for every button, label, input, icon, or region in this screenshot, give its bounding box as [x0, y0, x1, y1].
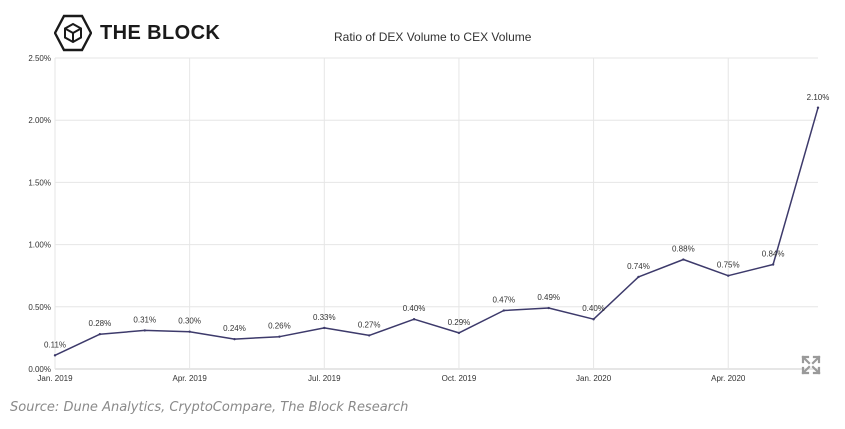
data-label: 0.33% [313, 313, 336, 322]
data-point [502, 309, 506, 312]
data-point [816, 106, 820, 109]
x-tick-label: Jul. 2019 [308, 374, 341, 383]
y-tick-label: 0.00% [28, 365, 51, 374]
data-label: 0.24% [223, 324, 246, 333]
data-point [98, 332, 102, 336]
chart-svg: 0.00% 0.50% 1.00% 1.50% 2.00% 2.50% Jan. 2019 A… [28, 54, 829, 383]
series-line [54, 107, 819, 356]
data-label: 0.27% [358, 320, 381, 329]
line-chart: 0.00% 0.50% 1.00% 1.50% 2.00% 2.50% Jan. 2019 A… [28, 54, 829, 383]
x-tick-label: Apr. 2020 [711, 374, 746, 383]
data-label: 0.30% [178, 317, 201, 326]
data-point [682, 258, 685, 261]
data-label: 0.28% [89, 319, 112, 328]
data-point [143, 329, 146, 332]
y-tick-label: 0.50% [28, 303, 51, 312]
source-note: Source: Dune Analytics, CryptoCompare, T… [10, 400, 409, 415]
data-point [367, 334, 371, 337]
brand-name: THE BLOCK [100, 22, 221, 44]
data-point [323, 326, 326, 330]
brand-logo: THE BLOCK [54, 14, 220, 52]
x-tick-label: Apr. 2019 [173, 374, 208, 383]
y-tick-label: 1.50% [28, 178, 51, 187]
data-point [727, 274, 730, 277]
grid-layer [54, 57, 818, 370]
y-tick-label: 2.00% [28, 116, 51, 125]
data-label: 0.47% [492, 296, 515, 305]
data-label: 0.40% [403, 304, 426, 313]
x-tick-label: Oct. 2019 [442, 374, 477, 383]
x-tick-label: Jan. 2019 [37, 374, 73, 383]
data-label: 2.10% [807, 93, 830, 102]
data-point [188, 330, 191, 333]
data-point [233, 337, 236, 341]
data-point [53, 354, 57, 357]
x-tick-label: Jan. 2020 [576, 374, 612, 383]
data-label: 0.26% [268, 322, 291, 331]
y-tick-label: 1.00% [28, 241, 51, 250]
data-label: 0.40% [582, 304, 605, 313]
data-label: 0.31% [133, 315, 156, 324]
chart-title: Ratio of DEX Volume to CEX Volume [334, 30, 532, 44]
data-point [412, 318, 416, 321]
data-point [637, 275, 640, 279]
data-label: 0.29% [448, 318, 471, 327]
data-point [457, 331, 461, 335]
label-layer: 0.11% 0.28% 0.31% 0.30% 0.24% 0.26% 0.33% 0.27%… [44, 93, 829, 350]
series-layer [53, 106, 820, 357]
data-label: 0.11% [44, 340, 66, 349]
data-label: 0.88% [672, 245, 695, 254]
header: THE BLOCK Ratio of DEX Volume to CEX Vol… [0, 0, 845, 54]
data-label: 0.84% [762, 250, 785, 259]
fullscreen-button[interactable] [800, 354, 822, 376]
axis-layer: 0.00% 0.50% 1.00% 1.50% 2.00% 2.50% Jan. 2019 A… [28, 54, 746, 383]
data-point [771, 263, 775, 266]
data-label: 0.49% [537, 293, 560, 302]
cube-in-hexagon-icon [54, 14, 92, 52]
data-label: 0.74% [627, 262, 650, 271]
data-point [547, 306, 550, 310]
data-label: 0.75% [717, 261, 740, 270]
y-tick-label: 2.50% [28, 54, 51, 63]
expand-arrows-icon [801, 355, 821, 375]
data-point [592, 318, 595, 321]
data-point [278, 335, 281, 338]
